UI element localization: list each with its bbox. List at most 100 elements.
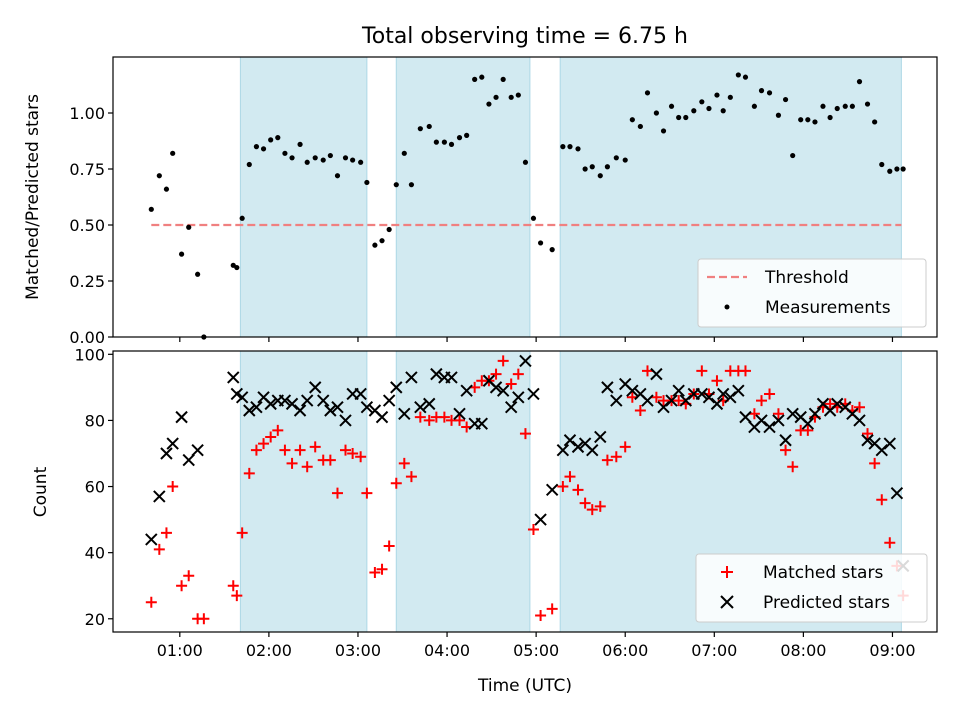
matched-star-point [243,467,255,479]
predicted-star-point [883,437,896,450]
measurement-point [530,215,537,221]
measurement-point [253,144,260,150]
x-tick-label: 02:00 [246,641,292,660]
y-tick-label: 40 [85,544,105,563]
matched-star-point [286,457,298,469]
measurement-point [456,135,463,141]
ratio-legend-box [697,258,927,328]
measurement-point [350,157,356,163]
count-legend: Matched stars Predicted stars [695,553,928,623]
measurement-point [879,161,885,168]
matched-star-point [355,451,367,463]
y-tick-label: 80 [85,411,105,430]
matched-star-point [557,481,569,493]
predicted-star-point [512,391,525,404]
y-tick-label: 0.50 [69,216,105,235]
x-axis-label: Time (UTC) [477,676,572,696]
matched-star-point [231,590,243,602]
chart-title: Total observing time = 6.75 h [361,24,688,49]
legend-predicted-marker [720,595,734,609]
measurement-point [234,264,240,271]
predicted-star-point [571,440,585,454]
matched-star-point [512,368,524,380]
predicted-star-point [160,447,173,460]
measurement-point [660,128,667,134]
count-panel: 20 40 60 80 100 01:00 02:00 03:00 04:00 05:00 06:0… [31,345,938,660]
measurement-point [246,161,252,168]
matched-star-point [884,537,896,549]
measurement-point [472,76,478,82]
matched-star-point [183,570,195,582]
predicted-star-point [145,533,158,546]
measurement-point [493,94,499,100]
predicted-star-point [278,394,292,407]
count-panel-frame [112,350,938,633]
predicted-star-point [716,387,730,401]
count-axes: 20 40 60 80 100 01:00 02:00 03:00 04:00 05:00 06:0… [74,345,915,660]
measurement-point [637,123,643,130]
predicted-star-point [504,400,518,414]
matched-star-point [869,457,881,469]
matched-star-point [748,408,760,420]
x-tick-label: 09:00 [869,641,915,660]
predicted-star-point [475,417,489,430]
predicted-star-point [672,384,685,397]
measurement-point [699,99,705,105]
measurement-point [582,166,588,172]
measurement-point [500,76,506,82]
measurement-point [304,159,310,165]
predicted-star-point [519,354,532,368]
matched-star-point [454,414,466,426]
predicted-star-point [732,384,745,397]
measurement-point [379,238,385,244]
measurement-point [163,186,170,192]
measurement-point [849,103,855,109]
matched-star-point [586,504,598,516]
matched-star-point [227,580,239,592]
observing-window-band [395,56,531,338]
matched-star-point [167,481,179,493]
predicted-star-point [772,414,785,427]
predicted-star-point [586,443,599,457]
predicted-star-point [739,410,752,424]
matched-star-point [309,441,321,453]
count-marks [145,354,910,625]
measurement-point [417,126,423,132]
measurement-point [312,155,318,161]
measurement-point [758,88,765,94]
predicted-star-point [650,367,663,381]
matched-star-point [265,431,277,443]
measurement-point [604,164,611,170]
measurement-point [766,90,773,96]
y-tick-label: 1.00 [69,104,105,123]
predicted-star-point [398,407,411,421]
predicted-star-point [853,414,866,427]
matched-star-point [153,543,165,555]
measurement-point [720,108,726,114]
measurement-point [433,139,439,145]
measurement-point [239,215,245,221]
measurement-point [364,179,370,186]
predicted-star-point [641,394,654,407]
predicted-star-point [243,404,256,417]
predicted-star-point [695,387,709,401]
measurement-point [567,144,573,150]
y-tick-label: 0.00 [69,328,105,347]
predicted-star-point [182,453,195,467]
measurement-point [289,155,295,161]
matched-star-point [546,603,558,615]
measurement-point [401,150,407,156]
measurement-point [342,155,349,161]
matched-star-point [405,471,417,483]
measurement-point [486,101,492,107]
legend-predicted-label: Predicted stars [763,593,890,613]
measurement-point [268,137,274,143]
measurement-point [372,242,378,248]
matched-star-point [619,441,631,453]
predicted-star-point [779,434,792,447]
measurement-point [386,226,392,233]
measurement-point [537,240,544,246]
matched-star-point [756,395,768,407]
predicted-star-point [801,417,815,430]
